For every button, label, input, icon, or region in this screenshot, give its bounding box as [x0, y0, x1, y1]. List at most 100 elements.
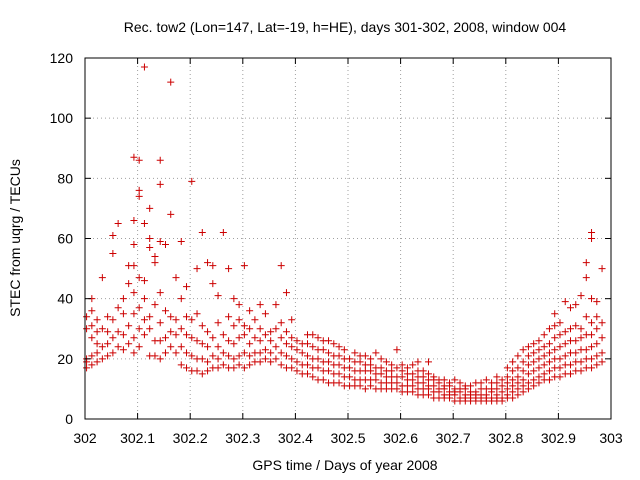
- data-point: [477, 379, 485, 387]
- data-point: [272, 355, 280, 363]
- data-point: [493, 379, 501, 387]
- data-point: [177, 343, 185, 351]
- data-point: [135, 304, 143, 312]
- data-point: [261, 331, 269, 339]
- data-point: [204, 343, 212, 351]
- data-point: [572, 301, 580, 309]
- data-point: [325, 349, 333, 357]
- data-point: [267, 349, 275, 357]
- data-point: [598, 265, 606, 273]
- data-point: [551, 346, 559, 354]
- ticks-layer: 302 302.1 302.2 302.3 302.4 302.5 302.6 302.7 30…: [50, 50, 623, 446]
- data-point: [277, 361, 285, 369]
- data-point: [314, 364, 322, 372]
- data-point: [503, 373, 511, 381]
- data-point: [545, 349, 553, 357]
- data-point: [598, 349, 606, 357]
- data-point: [493, 373, 501, 381]
- data-point: [561, 328, 569, 336]
- data-point: [219, 331, 227, 339]
- x-tick-label: 302.7: [436, 430, 471, 446]
- data-point: [414, 358, 422, 366]
- data-point: [167, 78, 175, 86]
- data-point: [261, 310, 269, 318]
- data-point: [261, 346, 269, 354]
- data-point: [582, 346, 590, 354]
- data-point: [104, 313, 112, 321]
- data-point: [367, 382, 375, 390]
- data-point: [509, 394, 517, 402]
- data-point: [314, 355, 322, 363]
- data-point: [303, 352, 311, 360]
- data-point: [282, 289, 290, 297]
- data-point: [277, 334, 285, 342]
- data-point: [230, 364, 238, 372]
- data-point: [545, 325, 553, 333]
- data-point: [509, 382, 517, 390]
- data-point: [298, 349, 306, 357]
- data-point: [551, 310, 559, 318]
- data-point: [240, 331, 248, 339]
- data-point: [566, 370, 574, 378]
- data-point: [240, 322, 248, 330]
- data-point: [319, 346, 327, 354]
- data-point: [288, 355, 296, 363]
- data-point: [109, 316, 117, 324]
- data-point: [530, 367, 538, 375]
- data-point: [588, 319, 596, 327]
- data-point: [146, 244, 154, 252]
- data-point: [130, 349, 138, 357]
- data-point: [588, 355, 596, 363]
- data-point: [519, 346, 527, 354]
- data-point: [140, 295, 148, 303]
- data-point: [498, 388, 506, 396]
- data-point: [356, 358, 364, 366]
- data-point: [530, 340, 538, 348]
- data-point: [240, 262, 248, 270]
- data-point: [135, 186, 143, 194]
- data-point: [514, 352, 522, 360]
- data-point: [98, 343, 106, 351]
- data-point: [83, 325, 91, 333]
- data-point: [535, 364, 543, 372]
- data-point: [109, 250, 117, 258]
- data-point: [340, 346, 348, 354]
- data-point: [146, 204, 154, 212]
- data-point: [188, 334, 196, 342]
- data-point: [156, 180, 164, 188]
- data-point: [545, 358, 553, 366]
- data-point: [204, 367, 212, 375]
- y-axis-label: STEC from uqrg / TECUs: [7, 159, 23, 317]
- data-point: [135, 343, 143, 351]
- data-point: [335, 379, 343, 387]
- data-point: [183, 364, 191, 372]
- y-tick-label: 20: [57, 351, 73, 367]
- data-point: [230, 340, 238, 348]
- data-point: [146, 235, 154, 242]
- data-point: [598, 334, 606, 342]
- data-point: [167, 343, 175, 351]
- data-point: [588, 331, 596, 339]
- data-point: [188, 352, 196, 360]
- data-point: [272, 301, 280, 309]
- data-point: [198, 340, 206, 348]
- data-point: [256, 337, 264, 345]
- data-point: [509, 358, 517, 366]
- data-point: [393, 346, 401, 354]
- data-point: [272, 343, 280, 351]
- data-point: [214, 319, 222, 327]
- data-point: [256, 349, 264, 357]
- data-point: [577, 367, 585, 375]
- data-point: [556, 319, 564, 327]
- data-point: [398, 373, 406, 381]
- data-point: [198, 228, 206, 236]
- data-point: [503, 391, 511, 399]
- data-point: [256, 358, 264, 366]
- data-point: [193, 265, 201, 273]
- data-point: [156, 319, 164, 327]
- data-point: [83, 313, 91, 321]
- data-point: [209, 352, 217, 360]
- data-point: [204, 328, 212, 336]
- data-point: [314, 334, 322, 342]
- y-tick-label: 100: [50, 110, 74, 126]
